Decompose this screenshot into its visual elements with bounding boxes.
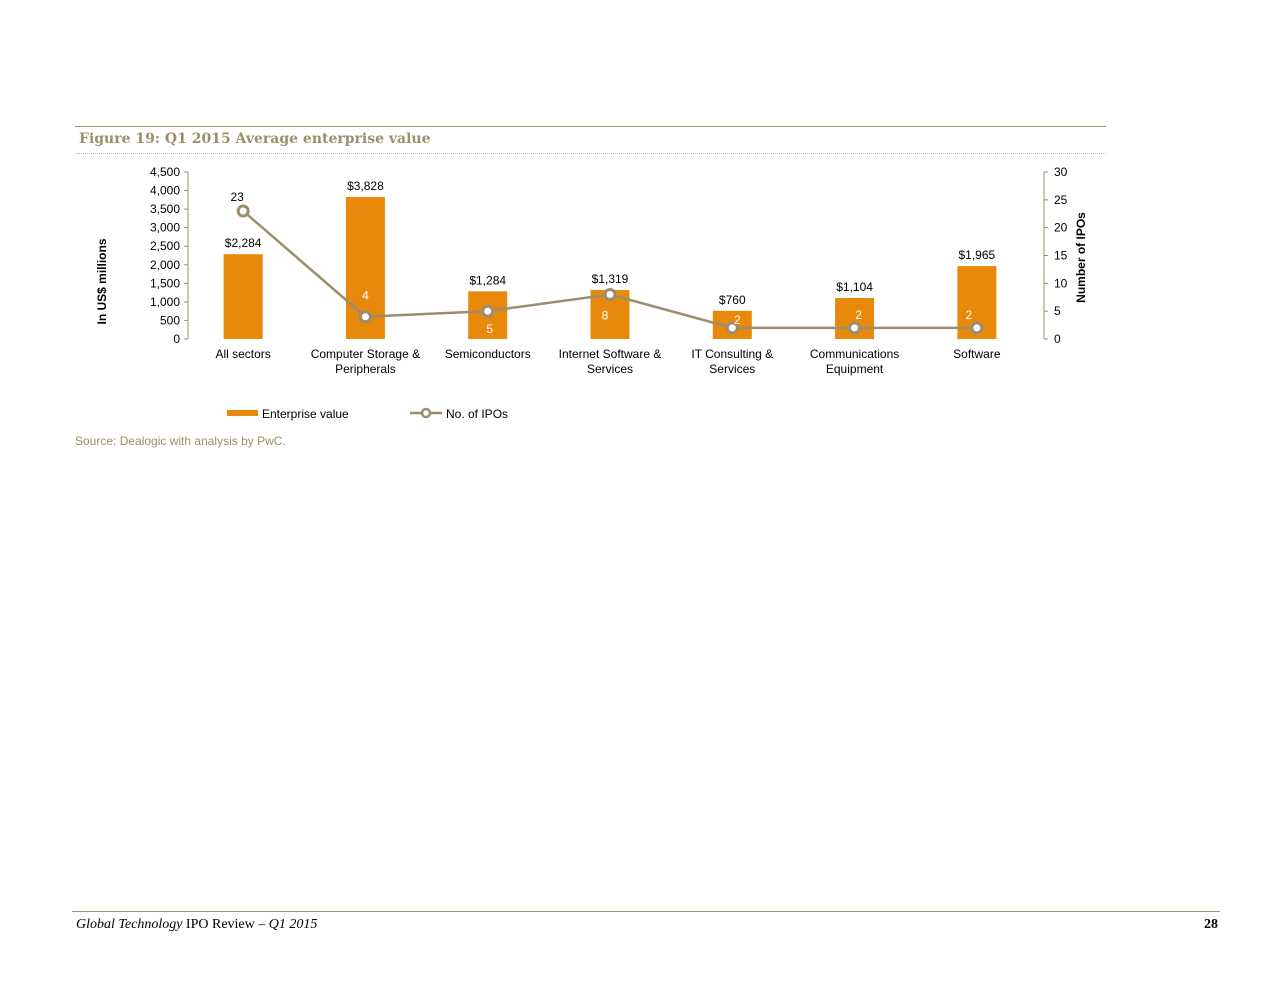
x-tick-label: All sectors	[215, 347, 270, 361]
y-tick-label-left: 0	[173, 332, 180, 346]
line-data-label: 23	[230, 190, 244, 204]
legend-swatch-marker-no-of-ipos	[420, 407, 432, 419]
figure-title: Figure 19: Q1 2015 Average enterprise va…	[79, 131, 431, 147]
line-data-label: 4	[362, 289, 369, 303]
y-tick-label-right: 15	[1054, 249, 1068, 263]
y-tick-label-left: 1,500	[150, 276, 180, 290]
x-tick-label: Computer Storage &	[311, 347, 420, 361]
x-tick-label: Communications	[810, 347, 899, 361]
y-tick-label-right: 25	[1054, 193, 1068, 207]
bar-data-label: $3,828	[347, 179, 384, 193]
y-axis-left-title: In US$ millions	[95, 238, 109, 324]
point-no-of-ipos	[603, 287, 617, 301]
legend-label-no-of-ipos: No. of IPOs	[446, 407, 508, 421]
y-tick-label-left: 4,000	[150, 184, 180, 198]
y-tick-label-right: 10	[1054, 276, 1068, 290]
line-data-label: 2	[855, 308, 862, 322]
line-data-label: 5	[486, 322, 493, 336]
point-no-of-ipos	[970, 321, 984, 335]
x-tick-label: Equipment	[826, 362, 884, 376]
x-tick-label: Services	[587, 362, 633, 376]
bar-data-label: $1,319	[592, 272, 629, 286]
y-tick-label-right: 0	[1054, 332, 1061, 346]
x-tick-label: Services	[709, 362, 755, 376]
x-tick-label: Semiconductors	[445, 347, 531, 361]
bar-data-label: $2,284	[225, 236, 262, 250]
bar-data-label: $1,104	[836, 280, 873, 294]
x-tick-label: Software	[953, 347, 1001, 361]
y-tick-label-left: 500	[160, 313, 180, 327]
chart: 0 500 1,000 1,500 2,000 2,500 3,000 3,500 4,000 4…	[95, 165, 1088, 421]
point-no-of-ipos	[358, 310, 372, 324]
x-tick-label: Peripherals	[335, 362, 396, 376]
footer-rule	[72, 911, 1220, 912]
point-no-of-ipos	[236, 204, 250, 218]
y-tick-label-right: 20	[1054, 221, 1068, 235]
legend-swatch-enterprise-value	[227, 410, 258, 416]
bar-data-label: $760	[719, 293, 746, 307]
x-tick-label: Internet Software &	[559, 347, 662, 361]
figure-title-divider	[75, 153, 1106, 154]
footer-doc-title-text: IPO Review –	[182, 917, 269, 932]
y-tick-label-left: 1,000	[150, 295, 180, 309]
y-axis-right-title: Number of IPOs	[1074, 212, 1088, 303]
footer-doc-title: Global Technology IPO Review – Q1 2015	[76, 917, 317, 933]
figure-top-rule	[75, 126, 1106, 127]
x-tick-label: IT Consulting &	[691, 347, 773, 361]
point-no-of-ipos	[481, 304, 495, 318]
point-no-of-ipos	[725, 321, 739, 335]
y-tick-label-left: 3,000	[150, 221, 180, 235]
y-tick-label-right: 30	[1054, 165, 1068, 179]
y-tick-label-left: 3,500	[150, 202, 180, 216]
y-tick-label-right: 5	[1054, 304, 1061, 318]
y-tick-label-left: 4,500	[150, 165, 180, 179]
footer-doc-period: Q1 2015	[268, 917, 318, 932]
source-note: Source: Dealogic with analysis by PwC.	[75, 434, 286, 448]
bar-data-label: $1,965	[959, 248, 996, 262]
y-tick-label-left: 2,000	[150, 258, 180, 272]
line-data-label: 8	[602, 308, 609, 322]
page-number: 28	[1204, 917, 1218, 932]
footer-doc-title-italic: Global Technology	[76, 917, 183, 932]
bar-enterprise-value	[223, 254, 263, 339]
y-tick-label-left: 2,500	[150, 239, 180, 253]
bar-data-label: $1,284	[469, 273, 506, 287]
point-no-of-ipos	[848, 321, 862, 335]
line-data-label: 2	[734, 313, 741, 327]
line-data-label: 2	[966, 308, 973, 322]
legend-label-enterprise-value: Enterprise value	[262, 407, 349, 421]
